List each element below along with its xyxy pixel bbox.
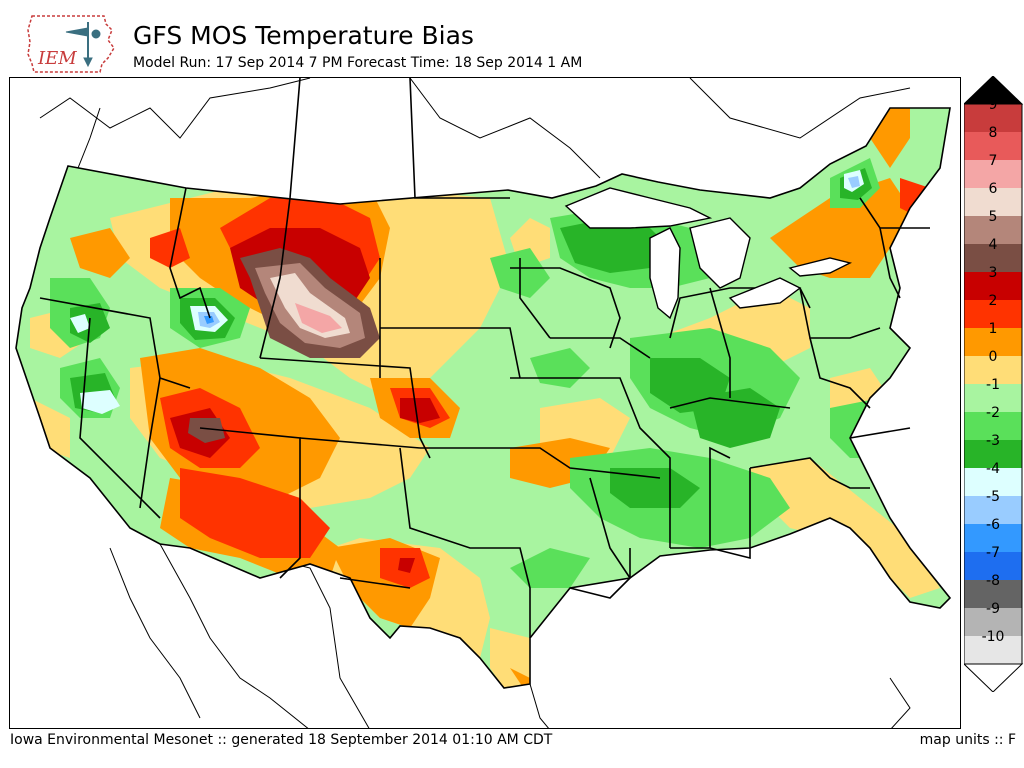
bias-7-to-8-region [295, 303, 342, 333]
colorbar-swatch [964, 244, 1022, 272]
colorbar-swatch [964, 300, 1022, 328]
colorbar-tick-label: -1 [986, 377, 1000, 393]
colorbar-tick-label: -6 [986, 517, 1000, 533]
colorbar-tick-label: -5 [986, 489, 1000, 505]
state-boundaries [15, 78, 951, 689]
generated-credit: Iowa Environmental Mesonet :: generated … [10, 732, 553, 748]
colorbar-swatch [964, 440, 1022, 468]
colorbar-tick-label: 0 [989, 349, 998, 365]
bias-minus5-to-minus6-region [204, 316, 214, 324]
colorbar-tick-label: -4 [986, 461, 1000, 477]
colorbar-frame [963, 103, 1023, 665]
map-units: map units :: F [919, 732, 1016, 748]
colorbar-tick-label: -7 [986, 545, 1000, 561]
colorbar-swatch [964, 328, 1022, 356]
colorbar-swatch [964, 188, 1022, 216]
map-subtitle: Model Run: 17 Sep 2014 7 PM Forecast Tim… [133, 55, 583, 71]
great-lakes [564, 187, 853, 320]
map-title: GFS MOS Temperature Bias [133, 21, 474, 50]
temperature-bias-map [15, 78, 951, 728]
lake-erie [728, 277, 802, 309]
bias-minus2-to-minus3-region [70, 168, 895, 508]
lake-michigan [649, 227, 681, 320]
colorbar-swatch [964, 468, 1022, 496]
colorbar-swatch [964, 636, 1022, 664]
colorbar-swatch [964, 104, 1022, 132]
color-scale-legend: 9 8 7 6 5 4 3 2 1 0 -1 -2 -3 -4 -5 -6 -7 -8 -9 -10 [962, 75, 1024, 693]
colorbar-tick-label: 1 [989, 321, 998, 337]
colorbar-tick-label: -2 [986, 405, 1000, 421]
lake-huron [689, 217, 751, 289]
weather-station-icon [65, 22, 101, 68]
colorbar-swatch [964, 132, 1022, 160]
iem-logo: IEM [26, 14, 118, 76]
lake-ontario [788, 257, 853, 277]
colorbar-bottom-arrow [962, 663, 1024, 693]
logo-text: IEM [37, 48, 77, 69]
colorbar-swatch [964, 580, 1022, 608]
colorbar-tick-label: 8 [989, 125, 998, 141]
colorbar-tick-label: -10 [982, 629, 1005, 645]
iowa-outline-shape [27, 15, 115, 73]
colorbar-swatch [964, 384, 1022, 412]
colorbar-tick-label: 6 [989, 181, 998, 197]
bias-contours [16, 108, 950, 688]
colorbar-tick-label: 4 [989, 237, 998, 253]
colorbar-tick-label: 5 [989, 209, 998, 225]
colorbar-swatch [964, 496, 1022, 524]
colorbar-tick-label: -3 [986, 433, 1000, 449]
colorbar-tick-label: -9 [986, 601, 1000, 617]
colorbar-swatch [964, 524, 1022, 552]
colorbar-swatch [964, 272, 1022, 300]
colorbar-tick-label: 9 [989, 97, 998, 113]
colorbar-swatch [964, 552, 1022, 580]
colorbar-tick-label: -8 [986, 573, 1000, 589]
colorbar-swatch [964, 216, 1022, 244]
colorbar-swatch [964, 412, 1022, 440]
colorbar-tick-label: 2 [989, 293, 998, 309]
colorbar-tick-label: 7 [989, 153, 998, 169]
colorbar-swatch [964, 160, 1022, 188]
colorbar-tick-label: 3 [989, 265, 998, 281]
map-panel [9, 77, 961, 729]
lake-superior [564, 187, 713, 229]
colorbar-swatch [964, 608, 1022, 636]
colorbar-swatch [964, 356, 1022, 384]
